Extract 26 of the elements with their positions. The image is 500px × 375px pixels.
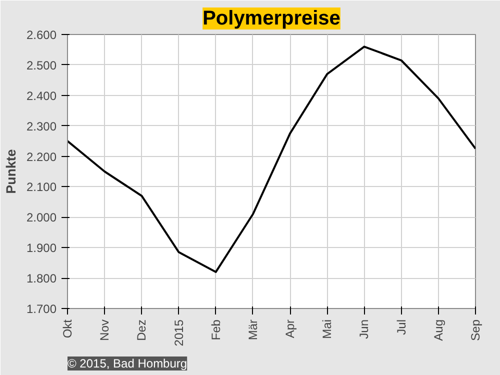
y-tick-label: 2.600: [26, 28, 57, 42]
y-tick-label: 1.700: [26, 302, 57, 316]
x-tick-label: Mai: [320, 319, 334, 339]
x-tick-label: Apr: [283, 319, 298, 338]
y-tick-label: 2.200: [26, 150, 57, 164]
x-tick-label: Sep: [468, 319, 482, 341]
x-tick-label: Dez: [134, 319, 149, 341]
y-tick-label: 2.100: [26, 180, 57, 194]
x-tick-label: Aug: [431, 319, 446, 341]
y-tick-label: 2.000: [26, 210, 57, 225]
x-tick-label: Nov: [98, 319, 112, 341]
x-tick-label: 2015: [172, 319, 186, 346]
x-tick-label: Okt: [60, 318, 74, 338]
line-series: [68, 46, 476, 273]
x-tick-label: Jun: [357, 319, 372, 339]
text: © 2015, Bad Homburg: [68, 356, 188, 370]
y-tick-label: 2.500: [26, 58, 57, 72]
y-tick-label: 2.400: [26, 88, 57, 103]
y-tick-label: 1.900: [26, 241, 57, 256]
y-tick-label: 2.300: [26, 119, 57, 134]
x-tick-label: Mär: [246, 319, 260, 340]
x-tick-label: Feb: [208, 319, 223, 340]
x-tick-label: Jul: [394, 319, 408, 335]
y-tick-label: 1.800: [26, 272, 57, 286]
chart-title: Polymerpreise: [202, 8, 340, 30]
y-axis-title: Punkte: [3, 149, 18, 194]
